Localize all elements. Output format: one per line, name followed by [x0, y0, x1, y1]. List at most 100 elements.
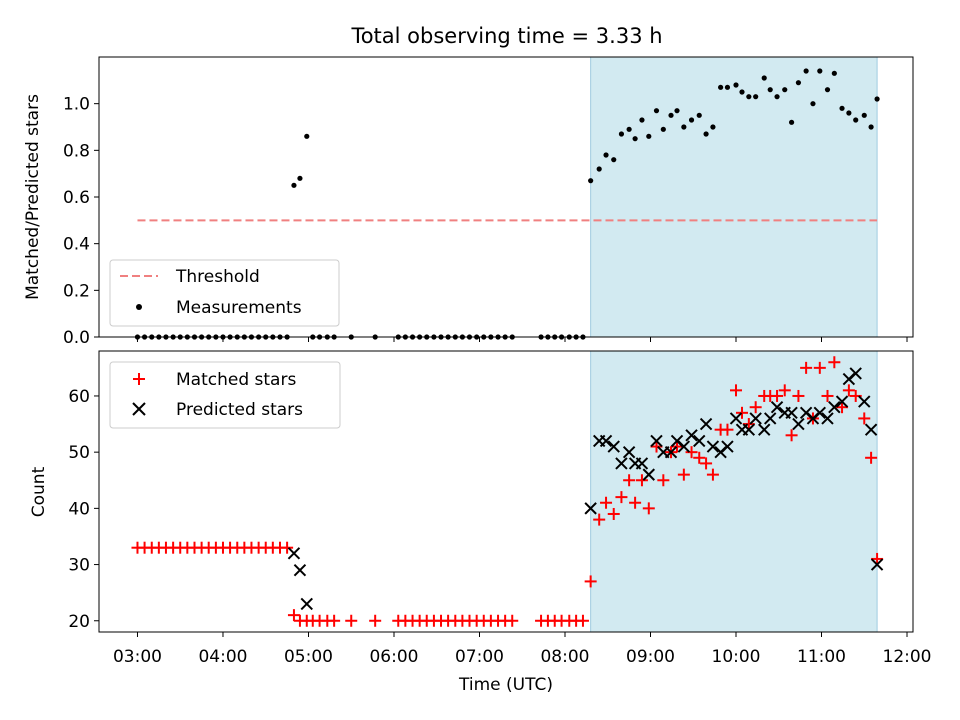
- predicted-star-point: [287, 547, 301, 560]
- measurement-point: [824, 87, 831, 93]
- measurement-point: [733, 82, 739, 88]
- matched-star-point: [778, 384, 791, 397]
- predicted-star-point: [685, 429, 698, 442]
- matched-star-point: [345, 614, 358, 627]
- measurement-point: [718, 84, 724, 90]
- measurement-point: [861, 112, 867, 118]
- matched-star-point: [593, 513, 606, 526]
- measurement-point: [788, 119, 795, 125]
- measurement-point: [703, 131, 709, 137]
- measurement-point: [746, 94, 752, 100]
- x-axis-label: Time (UTC): [458, 675, 553, 695]
- matched-star-point: [287, 609, 300, 622]
- x-tick-label: 03:00: [113, 647, 162, 667]
- measurement-point: [767, 87, 773, 93]
- predicted-star-point: [635, 457, 649, 470]
- measurement-point: [660, 126, 666, 132]
- x-tick-label: 08:00: [540, 647, 589, 667]
- matched-star-point: [635, 474, 648, 487]
- predicted-star-point: [870, 558, 884, 571]
- matched-star-point: [785, 429, 798, 442]
- x-tick-label: 06:00: [369, 647, 418, 667]
- measurement-point: [739, 89, 745, 95]
- measurement-point: [304, 133, 310, 139]
- measurement-point: [810, 101, 816, 107]
- matched-star-point: [642, 502, 655, 515]
- measurement-point: [782, 87, 788, 93]
- predicted-star-point: [864, 423, 878, 436]
- measurement-point: [868, 124, 874, 130]
- predicted-star-point: [622, 445, 636, 459]
- predicted-star-point: [821, 412, 834, 425]
- x-tick-label: 07:00: [455, 647, 504, 667]
- measurement-point: [668, 112, 674, 118]
- measurement-point: [297, 175, 303, 181]
- predicted-star-point: [835, 395, 849, 408]
- predicted-star-point: [584, 502, 597, 515]
- matched-star-point: [693, 451, 706, 464]
- measurement-point: [795, 80, 802, 86]
- matched-star-point: [281, 541, 294, 554]
- measurement-point: [653, 108, 660, 114]
- matched-star-point: [650, 440, 663, 453]
- predicted-star-point: [785, 406, 798, 420]
- measurement-point: [639, 117, 645, 123]
- measurement-point: [646, 133, 652, 139]
- x-tick-label: 04:00: [198, 647, 247, 667]
- predicted-star-point: [828, 400, 841, 414]
- predicted-star-point: [642, 468, 655, 481]
- matched-star-point: [858, 412, 871, 425]
- matched-star-point: [771, 389, 784, 402]
- predicted-star-point: [858, 395, 871, 408]
- predicted-star-point: [293, 563, 307, 577]
- matched-star-point: [749, 401, 762, 414]
- predicted-star-point: [729, 412, 743, 425]
- matched-star-point: [629, 496, 642, 509]
- measurement-point: [688, 117, 695, 123]
- top-shaded-region: [590, 56, 878, 338]
- measurement-point: [588, 178, 594, 184]
- measurement-point: [874, 96, 880, 102]
- measurement-point: [803, 68, 809, 74]
- x-tick-label: 05:00: [284, 647, 333, 667]
- legend-measurements-label: Measurements: [176, 298, 302, 318]
- measurement-point: [603, 152, 609, 158]
- top-y-ticks: 0.0 0.2 0.4 0.6 0.8 1.0: [63, 95, 99, 348]
- matched-star-point: [328, 614, 341, 627]
- predicted-star-point: [742, 423, 756, 436]
- matched-star-point: [842, 384, 855, 397]
- matched-star-point: [735, 406, 748, 419]
- y-tick-label: 0.4: [63, 235, 90, 255]
- matched-star-point: [607, 507, 620, 520]
- predicted-star-point: [770, 400, 784, 414]
- x-tick-label: 12:00: [883, 647, 932, 667]
- measurement-point: [846, 110, 852, 116]
- bottom-shaded-region: [590, 350, 878, 633]
- measurement-point: [611, 157, 617, 163]
- y-tick-label: 1.0: [63, 95, 90, 115]
- matched-star-point: [721, 423, 734, 436]
- y-tick-label: 0.6: [63, 188, 90, 208]
- measurement-point: [817, 68, 823, 74]
- legend-predicted-swatch: [132, 402, 146, 416]
- predicted-star-point: [300, 597, 313, 611]
- measurement-point: [761, 75, 767, 81]
- predicted-star-point: [849, 367, 862, 380]
- x-tick-label: 10:00: [712, 647, 761, 667]
- y-tick-label: 0.8: [63, 141, 90, 161]
- top-legend-box: [109, 259, 340, 327]
- y-tick-label: 0.0: [63, 328, 90, 348]
- predicted-star-point: [699, 417, 713, 431]
- matched-star-point: [813, 361, 826, 374]
- matched-star-point: [600, 496, 613, 509]
- matched-star-point: [700, 457, 713, 470]
- y-tick-label: 50: [68, 443, 90, 463]
- predicted-star-point: [706, 440, 720, 453]
- matched-star-point: [730, 384, 743, 397]
- measurement-point: [626, 126, 632, 132]
- matched-star-point: [657, 474, 670, 487]
- matched-star-point: [506, 614, 519, 627]
- top-legend: Threshold Measurements: [109, 259, 340, 327]
- legend-predicted-label: Predicted stars: [176, 400, 303, 420]
